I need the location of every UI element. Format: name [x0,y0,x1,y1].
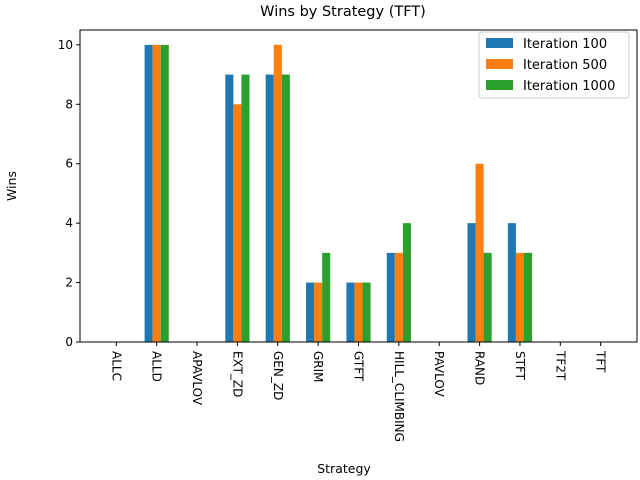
x-tick-label: TF2T [553,350,567,381]
bar [265,74,274,343]
y-axis-label: Wins [4,171,19,201]
x-tick-label: ALLC [109,351,123,381]
bar [346,282,355,342]
bar [394,252,403,342]
bar [314,282,323,342]
bar [306,282,315,342]
x-tick-label: PAVLOV [432,351,446,398]
bar [144,44,153,342]
bar [241,74,250,343]
bar [322,252,331,342]
y-tick-label: 6 [65,157,73,171]
bar [273,44,282,342]
bar [483,252,492,342]
legend-label: Iteration 100 [523,37,607,52]
bar [523,252,533,342]
legend-swatch [486,59,513,69]
bar [467,223,476,342]
x-tick-label: GEN_ZD [271,351,285,400]
bar [354,282,363,342]
bar [225,74,234,343]
x-axis-label: Strategy [317,461,371,476]
legend-swatch [486,38,513,48]
bar [152,44,161,342]
y-tick-label: 8 [65,97,73,111]
y-tick-label: 0 [65,335,73,349]
bar [402,223,411,342]
x-axis: ALLC ALLD APAVLOV EXT_ZD GEN_ZD GRIM GTFT HILL_… [109,342,608,442]
x-tick-label: TFT [594,350,608,373]
bar [386,252,395,342]
legend-label: Iteration 500 [523,58,607,73]
x-tick-label: APAVLOV [190,351,204,406]
x-tick-label: STFT [513,351,527,381]
x-tick-label: EXT_ZD [230,351,244,397]
y-tick-label: 10 [58,38,73,52]
x-tick-label: ALLD [150,351,164,382]
x-tick-label: HILL_CLIMBING [392,351,406,442]
legend-box [478,31,630,99]
y-axis: 0 2 4 6 8 10 [58,38,80,349]
x-tick-label: GTFT [352,351,366,382]
y-tick-label: 2 [65,276,73,290]
bar [515,252,524,342]
bar [475,163,484,342]
bar [160,44,169,342]
x-tick-label: RAND [473,351,487,385]
bar [507,223,516,342]
bar [281,74,290,343]
chart-title: Wins by Strategy (TFT) [260,4,426,20]
legend-label: Iteration 1000 [523,79,615,94]
y-tick-label: 4 [65,216,73,230]
legend-swatch [486,80,513,90]
x-tick-label: GRIM [311,351,325,383]
legend: Iteration 100 Iteration 500 Iteration 1000 [478,31,630,99]
bar [233,104,242,343]
bar [362,282,371,342]
bars-layer [144,44,533,343]
